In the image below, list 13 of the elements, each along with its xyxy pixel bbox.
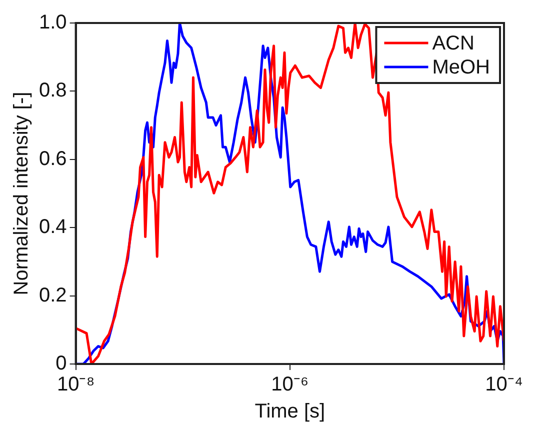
x-tick-label: 10⁻⁴ <box>485 374 523 396</box>
y-tick-label: 0.6 <box>38 148 67 170</box>
y-tick-label: 1.0 <box>38 12 67 34</box>
x-axis-title: Time [s] <box>254 400 326 423</box>
y-tick-label: 0.8 <box>38 80 67 102</box>
x-tick-label: 10⁻⁸ <box>56 374 95 396</box>
x-tick-label: 10⁻⁶ <box>271 374 309 396</box>
y-tick-label: 0.4 <box>38 216 67 238</box>
y-axis-title: Normalized intensity [-] <box>10 92 33 296</box>
legend-label: ACN <box>432 32 474 55</box>
y-tick-label: 0 <box>56 352 67 375</box>
y-tick-label: 0.2 <box>38 284 67 306</box>
legend-label: MeOH <box>432 56 490 79</box>
